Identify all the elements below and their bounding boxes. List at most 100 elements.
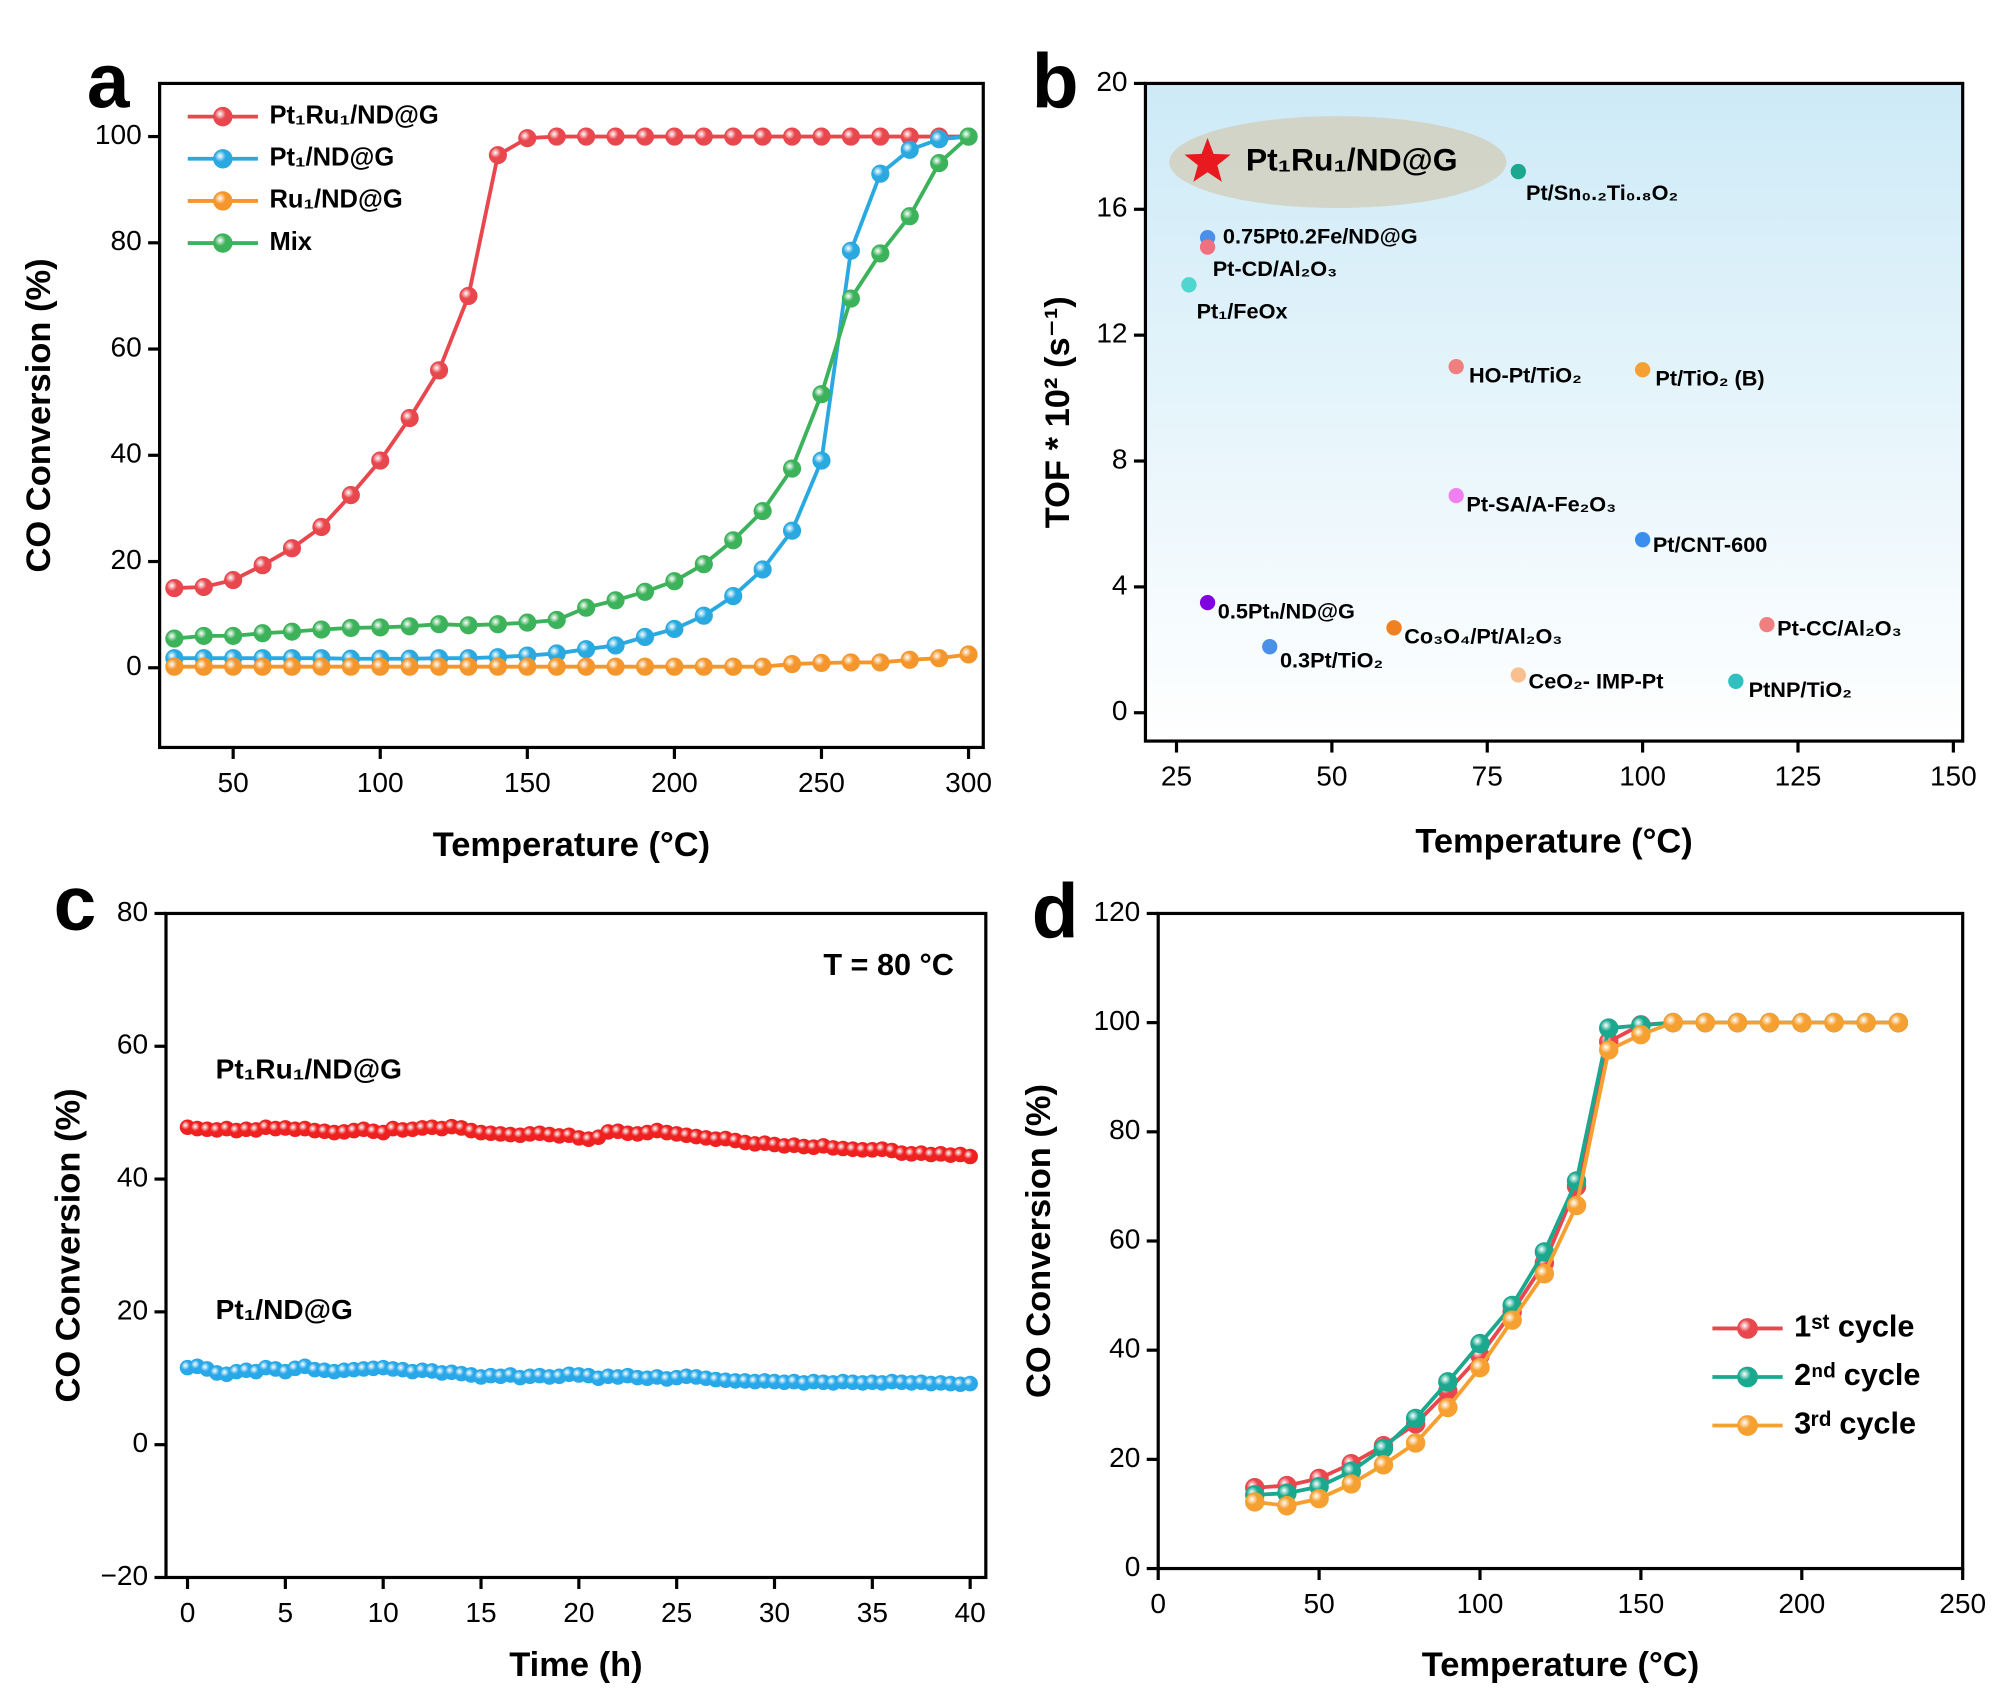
legend-label: 1ˢᵗ cycle xyxy=(1794,1310,1914,1344)
data-point xyxy=(341,486,360,505)
data-point xyxy=(962,1375,978,1392)
data-point xyxy=(1341,1474,1361,1494)
data-point xyxy=(165,629,184,648)
legend-label: 3ʳᵈ cycle xyxy=(1794,1407,1916,1441)
plot-frame xyxy=(158,81,985,750)
data-point xyxy=(841,241,860,260)
point-label: 0.75Pt0.2Fe/ND@G xyxy=(1223,223,1418,248)
data-point xyxy=(812,451,831,470)
y-tick-label: 8 xyxy=(1112,443,1128,474)
x-tick-label: 10 xyxy=(368,1597,399,1628)
x-tick-label: 200 xyxy=(1778,1588,1825,1619)
data-point xyxy=(430,361,449,380)
x-tick-label: 100 xyxy=(1457,1588,1504,1619)
data-point xyxy=(341,618,360,637)
data-point xyxy=(1663,1012,1683,1033)
data-point xyxy=(518,613,537,632)
x-tick-label: 100 xyxy=(357,767,404,798)
data-point xyxy=(724,127,743,146)
y-tick-label: 80 xyxy=(111,225,142,256)
data-point xyxy=(282,622,302,641)
y-axis-title: TOF * 10² (s⁻¹) xyxy=(1039,296,1077,528)
data-point xyxy=(930,649,949,668)
x-tick-label: 125 xyxy=(1775,761,1822,792)
x-tick-label: 150 xyxy=(504,767,551,798)
legend-label: Pt₁/ND@G xyxy=(269,144,394,172)
data-point xyxy=(665,657,684,676)
data-point xyxy=(253,556,272,575)
data-point xyxy=(1759,616,1775,633)
data-point xyxy=(694,657,713,676)
data-point xyxy=(1438,1397,1458,1418)
data-point xyxy=(253,624,272,643)
data-point xyxy=(194,626,213,645)
plot-frame xyxy=(1143,81,1965,743)
y-tick-label: 80 xyxy=(117,896,148,927)
data-point xyxy=(1386,620,1402,636)
y-tick-label: 40 xyxy=(111,438,142,469)
data-point xyxy=(1277,1496,1297,1516)
data-point xyxy=(782,459,802,478)
y-tick-label: 20 xyxy=(1096,66,1127,97)
panel-letter: a xyxy=(87,39,131,124)
data-point xyxy=(694,555,713,574)
data-point xyxy=(1759,1012,1780,1033)
data-point xyxy=(1824,1012,1844,1033)
data-point xyxy=(782,654,802,674)
data-point xyxy=(871,653,890,672)
data-point xyxy=(1727,1012,1748,1033)
point-label: Pt/CNT-600 xyxy=(1653,532,1768,557)
data-point xyxy=(400,617,419,636)
data-point xyxy=(812,385,831,404)
legend-marker xyxy=(213,106,233,127)
data-point xyxy=(959,645,978,664)
data-point xyxy=(488,146,507,165)
x-tick-label: 300 xyxy=(945,767,992,798)
data-point xyxy=(1199,594,1216,611)
y-tick-label: 0 xyxy=(126,650,142,681)
panel-letter: d xyxy=(1032,870,1079,955)
data-point xyxy=(488,615,507,634)
point-label: CeO₂- IMP-Pt xyxy=(1529,668,1664,693)
data-point xyxy=(1888,1012,1909,1033)
data-point xyxy=(547,127,566,146)
data-point xyxy=(400,409,419,428)
point-label: PtNP/TiO₂ xyxy=(1749,677,1852,702)
data-point xyxy=(724,531,743,550)
legend-label: 2ⁿᵈ cycle xyxy=(1794,1358,1920,1392)
series-line xyxy=(174,134,969,591)
point-label: HO-Pt/TiO₂ xyxy=(1469,363,1582,388)
y-axis-title: CO Conversion (%) xyxy=(1020,1084,1058,1398)
y-tick-label: 100 xyxy=(1093,1005,1140,1036)
data-point xyxy=(724,657,743,676)
y-tick-label: 60 xyxy=(117,1029,148,1060)
x-tick-label: 5 xyxy=(278,1597,294,1628)
data-point xyxy=(282,539,302,558)
data-point xyxy=(1181,277,1197,293)
legend-marker xyxy=(213,149,233,169)
y-tick-label: 0 xyxy=(1125,1551,1141,1582)
legend-marker xyxy=(1737,1366,1758,1388)
x-tick-label: 250 xyxy=(1939,1588,1986,1619)
point-label: Pt-CC/Al₂O₃ xyxy=(1777,615,1901,640)
y-tick-label: 0 xyxy=(1112,695,1128,726)
data-point xyxy=(753,560,772,579)
legend-marker xyxy=(213,233,233,253)
data-point xyxy=(1470,1357,1490,1378)
legend-label: Mix xyxy=(269,228,312,256)
data-point xyxy=(635,127,655,146)
data-point xyxy=(1405,1433,1426,1453)
x-tick-label: 75 xyxy=(1472,761,1503,792)
data-point xyxy=(518,129,537,148)
data-point xyxy=(635,582,655,601)
data-point xyxy=(871,164,890,183)
data-point xyxy=(1405,1408,1426,1429)
data-point xyxy=(1448,358,1464,375)
data-point xyxy=(224,571,243,590)
point-label: Pt₁/FeOx xyxy=(1197,299,1288,324)
y-tick-label: 120 xyxy=(1093,896,1140,927)
data-point xyxy=(577,640,596,659)
legend-marker xyxy=(213,191,233,211)
data-point xyxy=(1566,1195,1587,1216)
